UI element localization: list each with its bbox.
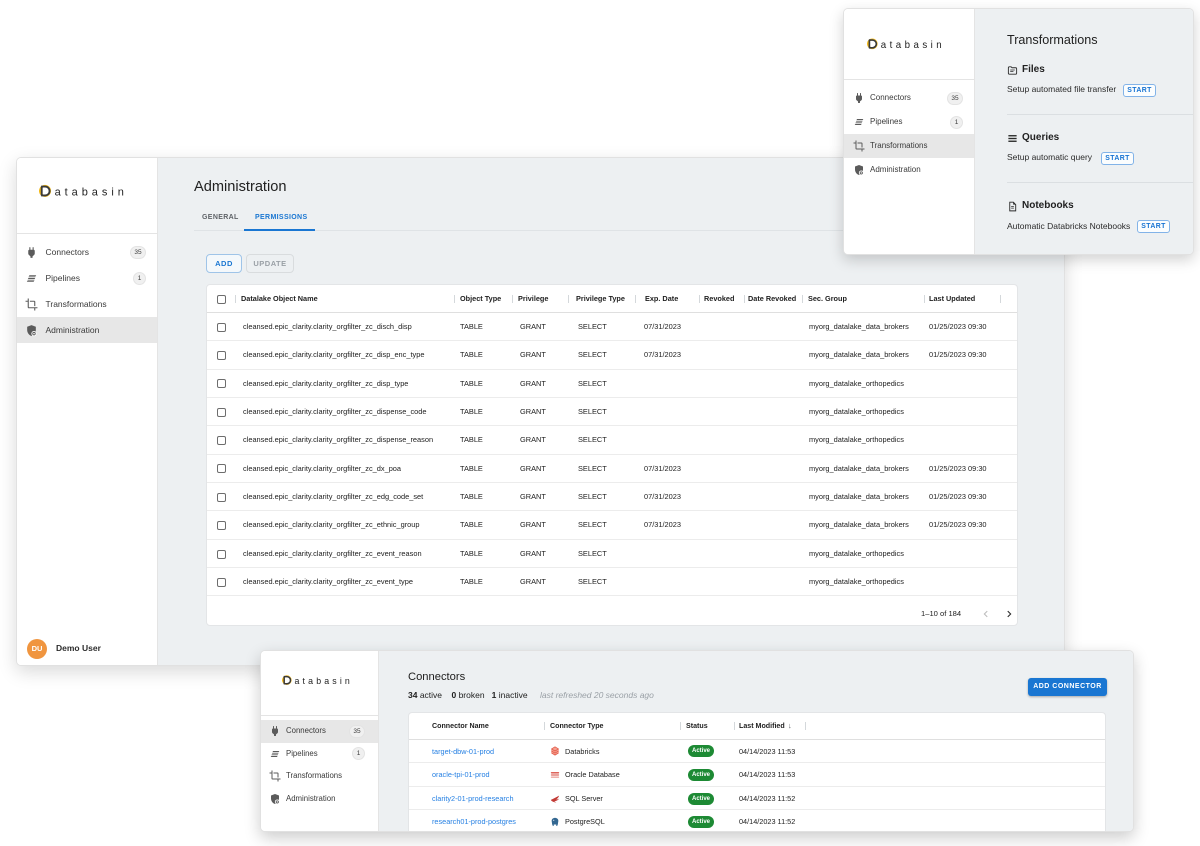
svg-text:atabasin: atabasin <box>295 675 351 685</box>
svg-text:atabasin: atabasin <box>55 187 125 199</box>
svg-text:atabasin: atabasin <box>881 39 943 50</box>
